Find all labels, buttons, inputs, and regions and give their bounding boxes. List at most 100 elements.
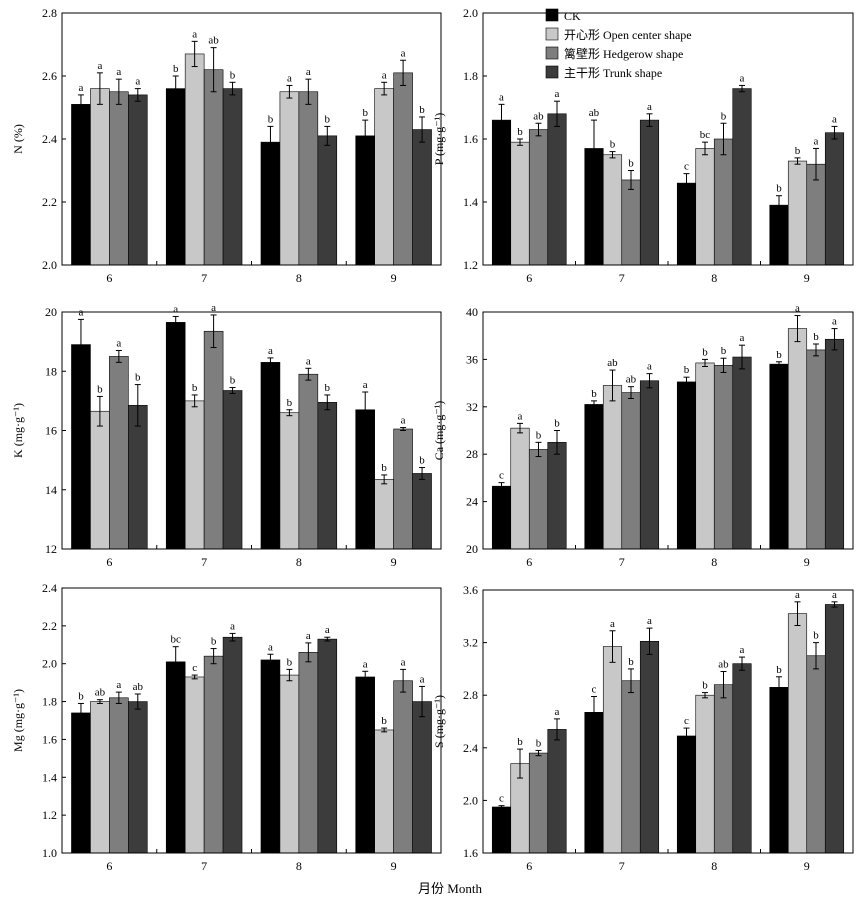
y-axis-title: P (mg·g⁻¹) — [432, 113, 446, 165]
bar — [355, 409, 375, 550]
figure-x-axis-label: 月份 Month — [418, 881, 482, 896]
significance-letter: a — [116, 66, 121, 78]
bar — [260, 659, 281, 854]
significance-letter: a — [79, 82, 84, 94]
significance-letter: b — [721, 110, 727, 122]
significance-letter: c — [192, 662, 197, 674]
significance-letter: a — [325, 624, 330, 636]
y-tick-label: 2.6 — [42, 69, 57, 83]
significance-letter: b — [536, 429, 542, 441]
x-tick-label: 6 — [526, 555, 532, 569]
bar — [713, 684, 734, 854]
bar — [71, 104, 91, 266]
y-tick-label: 1.6 — [463, 846, 478, 860]
significance-letter: a — [740, 332, 745, 344]
y-tick-label: 2.2 — [42, 195, 57, 209]
significance-letter: a — [363, 658, 368, 670]
y-tick-label: 1.8 — [42, 695, 57, 709]
y-axis-title: S (mg·g⁻¹) — [432, 695, 446, 748]
y-tick-label: 1.6 — [42, 732, 57, 746]
significance-letter: b — [628, 656, 634, 668]
significance-letter: ab — [95, 687, 106, 699]
bar — [602, 646, 623, 854]
significance-letter: a — [363, 379, 368, 391]
significance-letter: a — [420, 673, 425, 685]
bar — [412, 701, 432, 854]
bar — [621, 680, 641, 854]
y-tick-label: 1.2 — [42, 808, 57, 822]
significance-letter: a — [401, 656, 406, 668]
significance-letter: a — [401, 47, 406, 59]
bar — [547, 442, 567, 550]
x-tick-label: 9 — [804, 271, 810, 285]
bar — [128, 405, 148, 550]
bar — [787, 613, 808, 854]
significance-letter: a — [211, 302, 216, 314]
significance-letter: c — [499, 470, 504, 482]
bar — [90, 701, 110, 854]
bar — [184, 676, 205, 854]
x-tick-label: 9 — [804, 555, 810, 569]
bar — [279, 91, 300, 266]
significance-letter: a — [268, 345, 273, 357]
significance-letter: b — [628, 158, 634, 170]
significance-letter: a — [555, 88, 560, 100]
x-tick-label: 9 — [391, 271, 397, 285]
significance-letter: b — [287, 397, 293, 409]
y-tick-label: 36 — [466, 352, 478, 366]
significance-letter: a — [306, 66, 311, 78]
bar — [260, 141, 281, 266]
bar — [109, 91, 129, 266]
significance-letter: b — [684, 364, 690, 376]
bar — [787, 328, 808, 550]
y-tick-label: 28 — [466, 447, 478, 461]
significance-letter: a — [268, 641, 273, 653]
x-tick-label: 8 — [711, 555, 717, 569]
bar — [203, 69, 224, 266]
y-tick-label: 2.4 — [463, 741, 478, 755]
significance-letter: b — [362, 107, 368, 119]
bar — [393, 680, 413, 854]
significance-letter: b — [97, 383, 103, 395]
bar — [528, 752, 549, 854]
bar — [547, 729, 567, 854]
bar — [203, 655, 224, 854]
bar — [393, 72, 413, 266]
y-tick-label: 2.0 — [42, 657, 57, 671]
bar — [393, 428, 413, 550]
x-tick-label: 8 — [296, 271, 302, 285]
bar — [317, 638, 338, 854]
x-tick-label: 9 — [391, 555, 397, 569]
significance-letter: a — [192, 28, 197, 40]
significance-letter: a — [555, 706, 560, 718]
x-tick-label: 6 — [106, 859, 112, 873]
significance-letter: b — [192, 382, 198, 394]
x-tick-label: 8 — [711, 271, 717, 285]
significance-letter: a — [832, 113, 837, 125]
bar — [695, 362, 715, 550]
bar — [90, 410, 110, 550]
bar — [510, 141, 530, 266]
x-tick-label: 6 — [106, 271, 112, 285]
significance-letter: a — [306, 355, 311, 367]
significance-letter: a — [647, 361, 652, 373]
significance-letter: b — [702, 346, 708, 358]
bar — [165, 661, 186, 854]
bar — [412, 473, 432, 550]
significance-letter: a — [518, 410, 523, 422]
bar — [222, 88, 243, 266]
legend-label: 开心形 Open center shape — [564, 28, 692, 42]
significance-letter: b — [517, 126, 523, 138]
significance-letter: a — [740, 644, 745, 656]
y-tick-label: 1.0 — [42, 846, 57, 860]
significance-letter: b — [776, 349, 782, 361]
y-tick-label: 2.8 — [463, 688, 478, 702]
bar — [128, 94, 148, 266]
x-tick-label: 7 — [619, 859, 625, 873]
y-tick-label: 1.2 — [463, 258, 478, 272]
bar — [298, 652, 319, 854]
significance-letter: b — [211, 636, 217, 648]
bar — [639, 640, 660, 854]
bar — [260, 362, 281, 550]
